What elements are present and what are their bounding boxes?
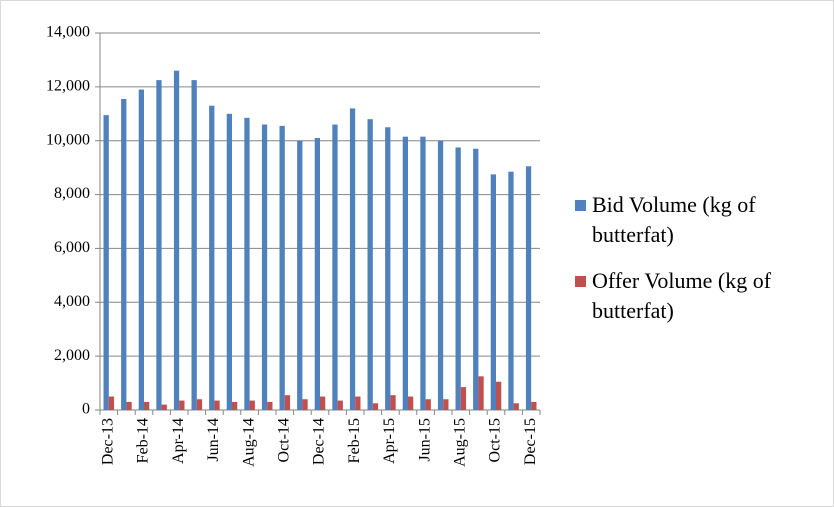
y-tick-label: 4,000 [54,293,90,310]
bar [320,396,326,410]
bar [138,89,144,411]
x-tick-label: Apr-14 [170,418,187,464]
x-tick-label: Dec-13 [99,418,116,465]
bar [314,138,320,410]
x-tick-label: Feb-14 [135,418,152,463]
bar [455,147,461,411]
legend-swatch [575,200,586,211]
bar [508,171,514,410]
bar [460,387,467,410]
bar [103,115,109,410]
bar [513,403,519,410]
legend-item: Offer Volume (kg of butterfat) [575,266,830,326]
bar [302,399,308,410]
legend-label: Offer Volume (kg of butterfat) [592,268,772,323]
bar [437,140,444,410]
bar [443,399,449,410]
y-tick-label: 0 [82,401,90,418]
bar [179,400,185,410]
bar [297,140,303,410]
bar [332,124,338,411]
legend-swatch [575,276,586,287]
y-tick-label: 2,000 [54,347,90,364]
bar [232,401,238,410]
bar [473,148,479,411]
x-tick-label: Aug-15 [451,418,468,467]
bar [402,136,408,411]
bar [355,396,361,410]
bar [209,105,215,410]
bar [525,166,532,410]
bar [408,396,414,410]
bar [249,400,255,410]
y-tick-label: 12,000 [46,78,90,95]
bar [496,381,502,410]
bar [173,70,180,410]
bar [196,399,203,410]
x-tick-label: Apr-15 [381,418,398,464]
bar [244,117,250,410]
bar [425,399,431,410]
x-tick-label: Jun-15 [416,418,433,462]
bar [126,401,132,410]
bar [420,136,426,411]
y-tick-label: 6,000 [54,239,90,256]
bar [156,80,162,410]
bar [478,376,484,410]
bar [214,400,220,410]
bar [349,108,356,411]
x-tick-label: Aug-14 [240,418,257,467]
x-tick-label: Oct-14 [275,418,292,462]
bar [108,396,115,410]
bar [261,124,268,411]
bar [121,98,127,410]
legend-label: Bid Volume (kg of butterfat) [592,192,756,247]
bar [191,80,197,410]
bar [284,395,291,410]
bar [367,119,373,411]
bar [385,127,391,410]
x-tick-label: Feb-15 [346,418,363,463]
bar [279,125,285,411]
x-tick-label: Dec-15 [522,418,539,465]
bar [337,400,343,410]
x-tick-label: Oct-15 [487,418,504,462]
bar [390,395,396,410]
bar [226,113,232,411]
legend-item: Bid Volume (kg of butterfat) [575,190,830,250]
x-tick-label: Jun-14 [205,418,222,462]
y-tick-label: 8,000 [54,185,90,202]
y-tick-label: 14,000 [46,24,90,41]
bar [490,174,496,410]
bar [144,401,150,410]
bar [531,401,537,410]
bar [267,401,273,410]
y-tick-label: 10,000 [46,131,90,148]
bar [372,403,379,410]
bar [161,404,167,410]
x-tick-label: Dec-14 [311,418,328,465]
